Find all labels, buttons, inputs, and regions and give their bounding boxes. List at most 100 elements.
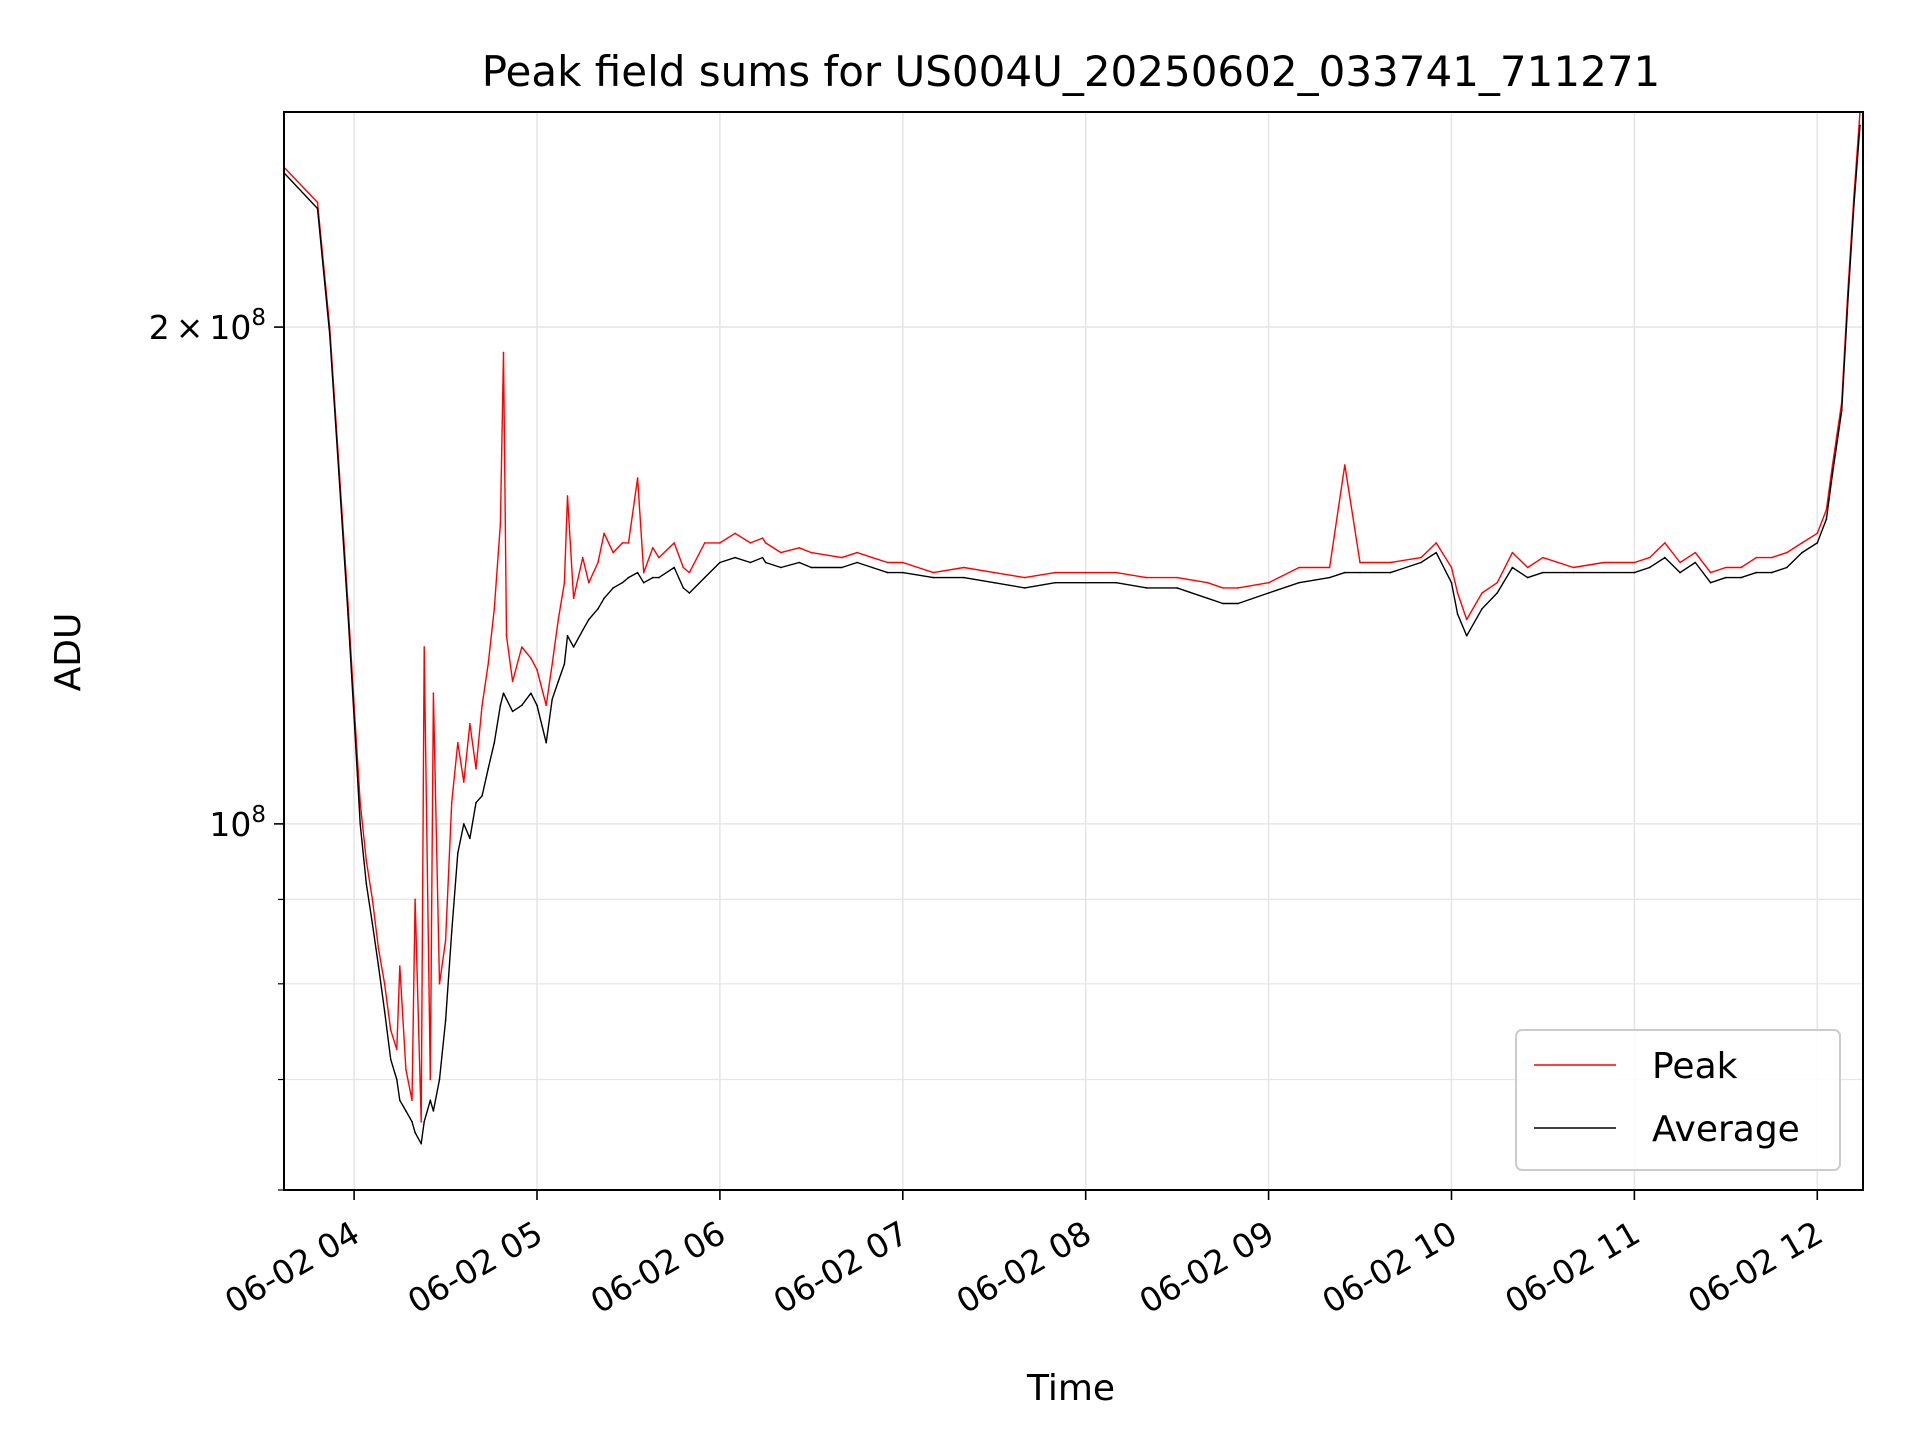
- data-point-average: [719, 561, 721, 564]
- data-point-peak: [557, 618, 560, 621]
- data-point-peak: [551, 663, 553, 665]
- data-point-average: [420, 1142, 423, 1145]
- data-point-peak: [396, 1048, 398, 1051]
- data-point-average: [463, 823, 465, 825]
- data-point-peak: [636, 477, 639, 479]
- data-point-average: [932, 576, 935, 579]
- data-point-peak: [673, 542, 675, 544]
- data-point-average: [1328, 576, 1331, 579]
- data-point-average: [612, 587, 614, 589]
- data-point-peak: [1679, 561, 1681, 564]
- data-point-peak: [316, 201, 319, 204]
- data-point-average: [481, 795, 483, 797]
- data-point-peak: [703, 542, 706, 544]
- data-point-average: [1420, 561, 1422, 564]
- data-point-average: [1496, 592, 1498, 594]
- data-point-peak: [399, 965, 401, 967]
- data-point-average: [1603, 571, 1605, 574]
- data-point-peak: [481, 704, 483, 707]
- data-point-average: [1847, 301, 1849, 304]
- data-point-peak: [475, 767, 477, 770]
- data-point-peak: [1389, 561, 1392, 564]
- data-point-peak: [505, 635, 508, 637]
- data-point-peak: [1176, 576, 1178, 579]
- data-point-peak: [1770, 556, 1773, 559]
- data-point-average: [1176, 587, 1178, 589]
- data-point-peak: [383, 983, 386, 985]
- data-point-peak: [450, 801, 453, 804]
- data-point-peak: [761, 537, 764, 539]
- data-point-average: [810, 566, 813, 569]
- data-point-peak: [1450, 566, 1453, 569]
- data-point-average: [438, 1078, 441, 1081]
- data-point-average: [432, 1110, 435, 1112]
- legend-label-peak: Peak: [1652, 1046, 1738, 1087]
- data-point-peak: [1633, 561, 1636, 564]
- data-point-average: [414, 1131, 416, 1134]
- data-point-peak: [764, 542, 767, 544]
- data-point-average: [530, 692, 532, 694]
- data-point-peak: [1237, 587, 1239, 589]
- data-point-peak: [902, 561, 904, 564]
- data-point-peak: [1054, 571, 1056, 574]
- data-point-peak: [414, 898, 416, 901]
- data-point-peak: [365, 859, 368, 862]
- data-point-peak: [1145, 576, 1148, 579]
- data-point-peak: [1831, 464, 1834, 466]
- data-point-average: [572, 646, 575, 648]
- data-point-peak: [1740, 566, 1742, 569]
- data-point-peak: [1572, 566, 1575, 569]
- data-point-average: [658, 576, 660, 579]
- data-point-average: [1542, 571, 1544, 574]
- data-point-average: [1511, 566, 1514, 569]
- data-point-average: [1389, 571, 1392, 574]
- data-point-peak: [457, 741, 459, 744]
- data-point-average: [1206, 597, 1209, 600]
- data-point-average: [371, 922, 374, 925]
- data-point-average: [642, 581, 645, 584]
- data-point-average: [1725, 576, 1727, 579]
- data-point-peak: [1298, 566, 1300, 569]
- data-point-average: [551, 698, 553, 700]
- data-point-average: [1054, 581, 1056, 584]
- series-lines: [284, 112, 1861, 1145]
- data-point-peak: [444, 939, 447, 942]
- data-point-peak: [438, 983, 441, 985]
- data-point-average: [798, 561, 800, 564]
- data-point-average: [1825, 518, 1828, 520]
- data-point-peak: [1801, 542, 1803, 544]
- data-point-peak: [1465, 618, 1468, 621]
- data-point-average: [1755, 571, 1758, 574]
- data-point-average: [636, 571, 639, 574]
- data-point-peak: [1481, 592, 1483, 594]
- data-point-average: [1816, 542, 1819, 544]
- plot-frame: [283, 111, 1864, 1191]
- data-point-peak: [371, 898, 374, 901]
- data-point-peak: [530, 657, 532, 659]
- data-point-average: [1084, 581, 1087, 584]
- data-point-average: [703, 576, 706, 579]
- data-point-average: [1840, 409, 1843, 412]
- data-point-average: [1740, 576, 1742, 579]
- data-point-average: [347, 613, 349, 615]
- data-point-peak: [597, 561, 599, 564]
- data-point-average: [502, 692, 505, 694]
- data-point-average: [450, 931, 453, 933]
- data-point-peak: [652, 547, 654, 549]
- data-point-average: [902, 571, 904, 574]
- data-point-average: [749, 561, 752, 564]
- y-tick-label: 108: [209, 802, 266, 844]
- y-axis-label: ADU: [48, 613, 89, 692]
- data-point-peak: [780, 551, 782, 554]
- data-point-peak: [521, 646, 523, 648]
- data-point-peak: [734, 532, 736, 535]
- y-tick-label-mantissa: 2: [149, 308, 170, 347]
- data-point-average: [457, 852, 459, 854]
- data-point-average: [1023, 587, 1026, 589]
- data-point-average: [682, 587, 685, 589]
- data-point-average: [841, 566, 843, 569]
- data-point-peak: [1023, 576, 1026, 579]
- data-point-average: [475, 801, 477, 804]
- data-point-average: [1481, 608, 1483, 610]
- y-tick-label-exp: 8: [251, 305, 266, 331]
